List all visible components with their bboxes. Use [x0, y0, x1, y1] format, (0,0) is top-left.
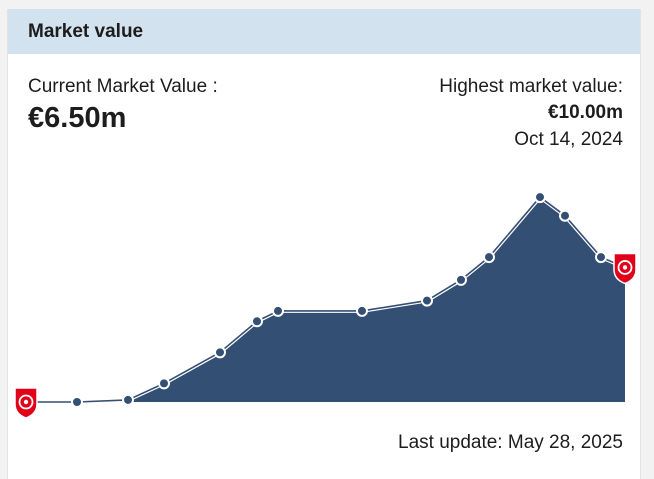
data-point [421, 294, 433, 307]
highest-market-value-date: Oct 14, 2024 [514, 129, 623, 150]
data-point [122, 393, 134, 406]
club-crest-icon [14, 387, 38, 419]
data-point [251, 315, 263, 328]
market-value-card: Market value Current Market Value : €6.5… [7, 9, 641, 479]
data-point [356, 304, 368, 317]
data-point [214, 346, 226, 359]
data-point [71, 396, 83, 408]
market-value-chart [14, 191, 637, 419]
club-crest-icon [613, 252, 637, 285]
highest-market-value: €10.00m [547, 102, 623, 123]
data-point [455, 273, 467, 286]
data-point [595, 251, 607, 264]
data-point [272, 304, 284, 317]
data-point [483, 251, 495, 264]
value-area [77, 197, 625, 402]
data-point [559, 209, 571, 222]
data-point [534, 191, 546, 204]
card-title: Market value [28, 21, 144, 42]
current-market-value-label: Current Market Value : [28, 76, 218, 97]
last-update-text: Last update: May 28, 2025 [398, 432, 623, 453]
card-header: Market value [8, 9, 640, 54]
data-point [158, 377, 170, 390]
current-market-value: €6.50m [28, 102, 127, 134]
highest-market-value-label: Highest market value: [439, 76, 623, 97]
